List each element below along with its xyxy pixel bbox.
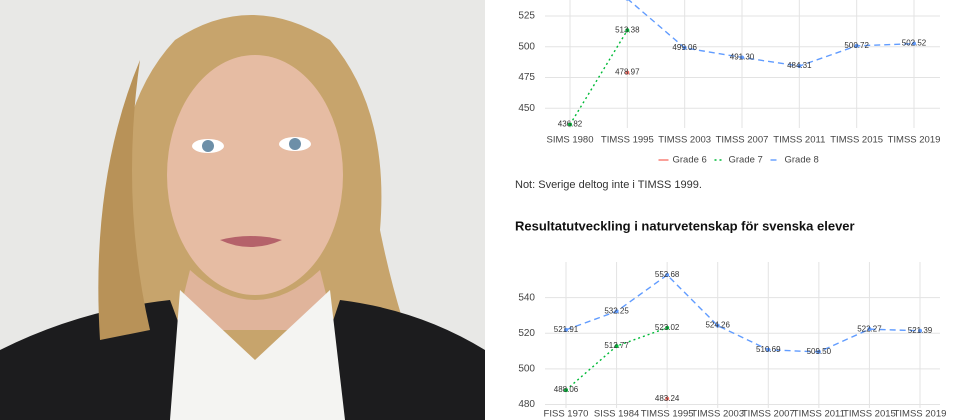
x-tick-label: SISS 1984 bbox=[594, 409, 639, 420]
data-label: 478.97 bbox=[615, 68, 640, 77]
x-tick-label: TIMSS 2007 bbox=[742, 409, 795, 420]
data-point bbox=[614, 309, 619, 314]
data-label: 523.02 bbox=[655, 323, 680, 332]
data-point bbox=[665, 273, 670, 278]
x-tick-label: TIMSS 2003 bbox=[691, 409, 744, 420]
x-tick-label: FISS 1970 bbox=[544, 409, 589, 420]
legend-label: Grade 6 bbox=[673, 155, 707, 166]
data-label: 522.27 bbox=[857, 324, 882, 333]
data-label: 484.31 bbox=[787, 61, 812, 70]
y-tick-label: 480 bbox=[518, 399, 535, 410]
y-tick-label: 450 bbox=[518, 103, 535, 114]
data-point bbox=[564, 327, 568, 332]
data-label: 524.26 bbox=[705, 321, 730, 330]
y-tick-label: 540 bbox=[518, 292, 535, 303]
data-point bbox=[766, 347, 771, 352]
y-tick-label: 475 bbox=[518, 72, 535, 83]
data-point bbox=[918, 328, 922, 333]
data-label: 512.77 bbox=[604, 341, 629, 350]
data-point bbox=[665, 325, 670, 330]
data-point bbox=[614, 344, 619, 349]
y-tick-label: 500 bbox=[518, 363, 535, 374]
data-point bbox=[682, 45, 687, 50]
data-label: 499.06 bbox=[672, 43, 697, 52]
x-tick-label: TIMSS 2015 bbox=[830, 135, 883, 146]
data-label: 552.68 bbox=[655, 270, 680, 279]
x-tick-label: SIMS 1980 bbox=[547, 135, 594, 146]
x-tick-label: TIMSS 2019 bbox=[894, 409, 947, 420]
data-label: 521.91 bbox=[554, 325, 579, 334]
data-label: 509.50 bbox=[807, 347, 832, 356]
series-line bbox=[627, 0, 915, 67]
data-point bbox=[625, 28, 630, 33]
data-point bbox=[665, 396, 670, 401]
data-label: 510.69 bbox=[756, 345, 781, 354]
x-tick-label: TIMSS 2019 bbox=[888, 135, 941, 146]
y-tick-label: 500 bbox=[518, 41, 535, 52]
data-label: 532.25 bbox=[604, 307, 629, 316]
data-point bbox=[568, 122, 572, 127]
x-tick-label: TIMSS 1995 bbox=[601, 135, 654, 146]
data-label: 491.30 bbox=[730, 53, 755, 62]
data-label: 502.52 bbox=[902, 39, 927, 48]
data-point bbox=[625, 0, 629, 1]
x-tick-label: TIMSS 2011 bbox=[793, 409, 845, 420]
x-tick-label: TIMSS 2003 bbox=[658, 135, 711, 146]
data-point bbox=[625, 70, 630, 75]
data-label: 513.38 bbox=[615, 25, 640, 34]
data-label: 436.82 bbox=[558, 120, 583, 129]
data-point bbox=[816, 349, 821, 354]
data-point bbox=[564, 388, 568, 393]
note: Not: Sverige deltog inte i TIMSS 1999. bbox=[515, 179, 702, 191]
data-point bbox=[715, 323, 720, 328]
x-tick-label: TIMSS 2007 bbox=[716, 135, 769, 146]
data-point bbox=[854, 43, 859, 48]
data-label: 521.39 bbox=[908, 326, 933, 335]
series-line bbox=[565, 274, 921, 353]
portrait-photo bbox=[0, 0, 485, 420]
chart-title: Resultatutveckling i naturvetenskap för … bbox=[515, 218, 855, 233]
y-tick-label: 520 bbox=[518, 328, 535, 339]
x-tick-label: TIMSS 2015 bbox=[843, 409, 896, 420]
data-label: 488.06 bbox=[554, 385, 579, 394]
data-point bbox=[740, 55, 744, 60]
x-tick-label: TIMSS 1995 bbox=[641, 409, 694, 420]
data-label: 483.24 bbox=[655, 394, 680, 403]
data-point bbox=[867, 327, 872, 332]
data-label: 500.72 bbox=[844, 41, 869, 50]
data-point bbox=[912, 41, 916, 46]
legend-label: Grade 8 bbox=[785, 155, 819, 166]
data-point bbox=[797, 64, 802, 69]
legend-label: Grade 7 bbox=[729, 155, 763, 166]
series-line bbox=[569, 29, 628, 125]
y-tick-label: 525 bbox=[518, 11, 535, 22]
x-tick-label: TIMSS 2011 bbox=[773, 135, 825, 146]
